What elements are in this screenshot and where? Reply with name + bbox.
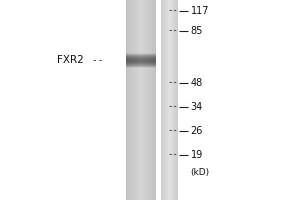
Text: --: -- bbox=[168, 6, 178, 16]
Text: --: -- bbox=[168, 26, 178, 36]
Text: --: -- bbox=[168, 150, 178, 160]
Text: 26: 26 bbox=[190, 126, 203, 136]
Text: 85: 85 bbox=[190, 26, 203, 36]
Text: (kD): (kD) bbox=[190, 168, 210, 176]
Text: FXR2: FXR2 bbox=[57, 55, 84, 65]
Text: --: -- bbox=[85, 55, 103, 65]
Text: --: -- bbox=[168, 127, 178, 136]
Text: --: -- bbox=[168, 102, 178, 112]
Text: 48: 48 bbox=[190, 78, 203, 88]
Text: 117: 117 bbox=[190, 6, 209, 16]
Text: --: -- bbox=[168, 78, 178, 88]
Text: 34: 34 bbox=[190, 102, 203, 112]
Text: 19: 19 bbox=[190, 150, 203, 160]
